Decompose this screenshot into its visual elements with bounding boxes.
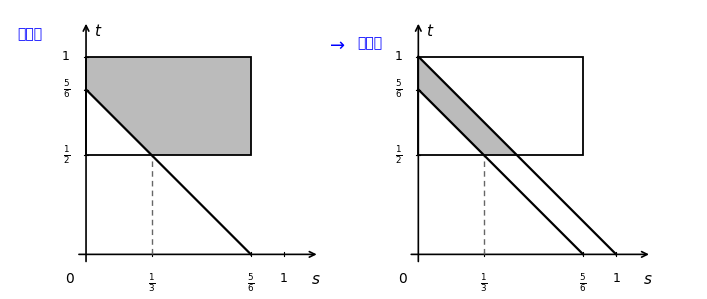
Text: $\frac{5}{6}$: $\frac{5}{6}$ (247, 272, 255, 294)
Text: $1$: $1$ (62, 50, 70, 63)
Text: $\frac{5}{6}$: $\frac{5}{6}$ (580, 272, 587, 294)
Text: $t$: $t$ (94, 23, 103, 39)
Text: $s$: $s$ (310, 272, 320, 287)
Text: $0$: $0$ (65, 272, 75, 286)
Text: $\frac{5}{6}$: $\frac{5}{6}$ (395, 79, 402, 100)
Text: $1$: $1$ (612, 272, 621, 285)
Text: $1$: $1$ (279, 272, 288, 285)
Text: 【正】: 【正】 (357, 36, 382, 50)
Text: $0$: $0$ (397, 272, 407, 286)
Polygon shape (86, 57, 251, 155)
Text: $t$: $t$ (426, 23, 435, 39)
Text: $1$: $1$ (394, 50, 402, 63)
Bar (419, 57, 583, 155)
Bar (86, 57, 251, 155)
Text: $\frac{1}{3}$: $\frac{1}{3}$ (481, 272, 488, 294)
Text: $\frac{1}{2}$: $\frac{1}{2}$ (63, 144, 70, 167)
Text: $s$: $s$ (643, 272, 653, 287)
Text: 【誤】: 【誤】 (17, 27, 42, 41)
Text: $\frac{5}{6}$: $\frac{5}{6}$ (63, 79, 70, 100)
Text: $\rightarrow$: $\rightarrow$ (326, 36, 346, 54)
Text: $\frac{1}{2}$: $\frac{1}{2}$ (395, 144, 402, 167)
Polygon shape (419, 57, 518, 155)
Text: $\frac{1}{3}$: $\frac{1}{3}$ (148, 272, 156, 294)
